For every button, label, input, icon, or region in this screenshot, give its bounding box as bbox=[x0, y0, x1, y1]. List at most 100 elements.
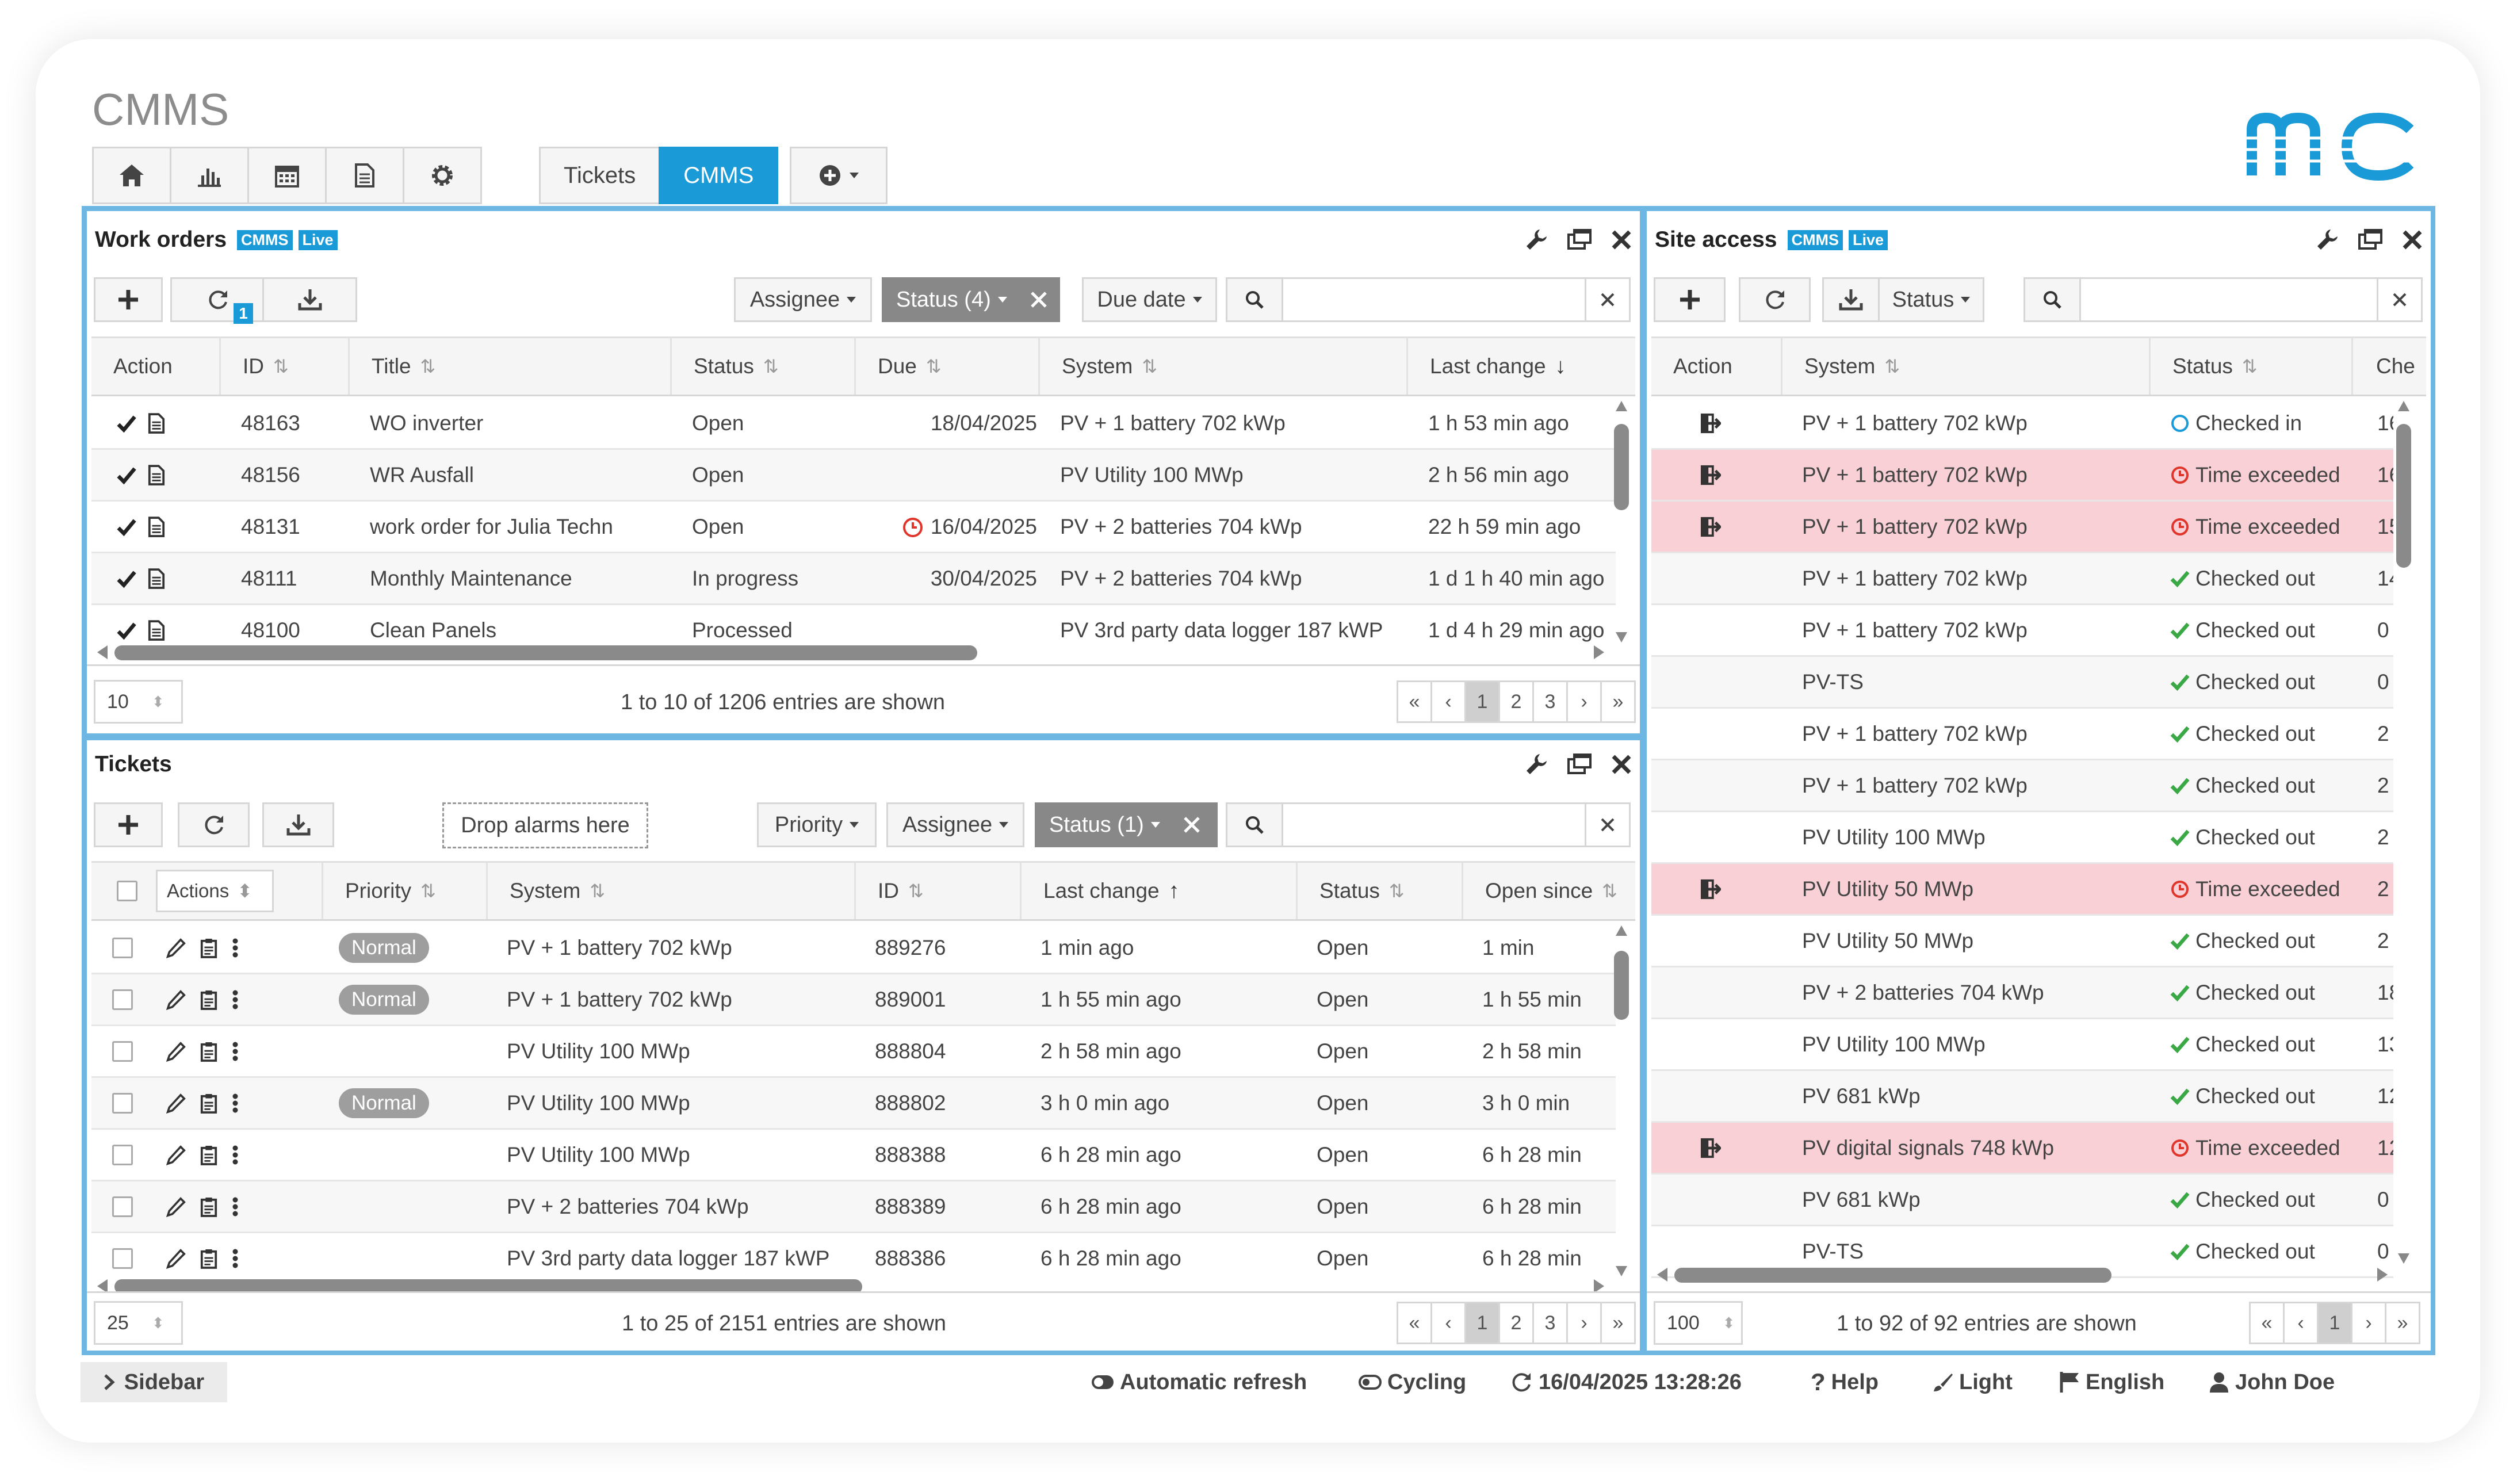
home-button[interactable] bbox=[92, 147, 171, 204]
table-row[interactable]: PV Utility 50 MWp Time exceeded 2 bbox=[1651, 864, 2393, 916]
table-row[interactable]: 48163 WO inverter Open 18/04/2025 PV + 1 bat… bbox=[91, 398, 1616, 450]
tab-tickets[interactable]: Tickets bbox=[539, 147, 661, 204]
clipboard-icon[interactable] bbox=[200, 1041, 218, 1062]
scroll-down-arrow[interactable] bbox=[1616, 1266, 1627, 1276]
status-filter[interactable]: Status bbox=[1878, 277, 1984, 322]
row-checkbox[interactable] bbox=[112, 1248, 133, 1269]
column-header[interactable]: Action bbox=[1673, 354, 1732, 378]
page-nav-button[interactable]: « bbox=[2249, 1302, 2285, 1344]
document-icon[interactable] bbox=[148, 516, 165, 538]
select-all-checkbox[interactable] bbox=[117, 881, 137, 901]
page-nav-button[interactable]: « bbox=[1397, 1302, 1432, 1344]
clipboard-icon[interactable] bbox=[200, 1248, 218, 1269]
row-checkbox[interactable] bbox=[112, 989, 133, 1010]
popout-icon[interactable] bbox=[1567, 229, 1592, 251]
table-row[interactable]: Normal PV + 1 battery 702 kWp 889276 1 min … bbox=[91, 923, 1616, 974]
scroll-up-arrow[interactable] bbox=[1616, 925, 1627, 936]
priority-filter[interactable]: Priority bbox=[757, 802, 877, 847]
export-button[interactable] bbox=[1822, 277, 1880, 322]
sidebar-toggle[interactable]: Sidebar bbox=[81, 1362, 227, 1402]
search-button[interactable] bbox=[2023, 277, 2081, 322]
page-button[interactable]: 1 bbox=[2317, 1302, 2352, 1344]
page-button[interactable]: 1 bbox=[1464, 1302, 1500, 1344]
table-row[interactable]: PV Utility 100 MWp 888804 2 h 58 min ago Op… bbox=[91, 1026, 1616, 1078]
clipboard-icon[interactable] bbox=[200, 989, 218, 1011]
tab-cmms[interactable]: CMMS bbox=[659, 147, 779, 204]
analytics-button[interactable] bbox=[170, 147, 249, 204]
user-menu[interactable]: John Doe bbox=[2209, 1362, 2335, 1402]
page-nav-button[interactable]: » bbox=[1600, 680, 1636, 723]
page-nav-button[interactable]: ‹ bbox=[2283, 1302, 2319, 1344]
document-icon[interactable] bbox=[148, 619, 165, 641]
vertical-scrollbar[interactable] bbox=[2396, 401, 2411, 1264]
table-row[interactable]: PV Utility 100 MWp 888388 6 h 28 min ago Op… bbox=[91, 1130, 1616, 1181]
column-header[interactable]: Che bbox=[2351, 338, 2426, 395]
more-icon[interactable] bbox=[232, 938, 239, 958]
drop-alarms-zone[interactable]: Drop alarms here bbox=[442, 802, 648, 848]
clear-search-button[interactable] bbox=[1585, 802, 1631, 847]
page-nav-button[interactable]: ‹ bbox=[1430, 1302, 1466, 1344]
edit-icon[interactable] bbox=[166, 1248, 186, 1269]
scroll-right-arrow[interactable] bbox=[2377, 1268, 2388, 1282]
clear-filter-icon[interactable] bbox=[1183, 816, 1200, 833]
table-row[interactable]: Normal PV Utility 100 MWp 888802 3 h 0 min … bbox=[91, 1078, 1616, 1130]
clipboard-icon[interactable] bbox=[200, 1196, 218, 1218]
document-icon[interactable] bbox=[148, 464, 165, 486]
clipboard-icon[interactable] bbox=[200, 937, 218, 959]
status-filter[interactable]: Status (4) bbox=[882, 277, 1060, 322]
checkmark-icon[interactable] bbox=[117, 569, 136, 588]
column-header[interactable]: System ⇅ bbox=[1781, 338, 2149, 395]
horizontal-scrollbar[interactable] bbox=[1657, 1267, 2388, 1284]
row-checkbox[interactable] bbox=[112, 1196, 133, 1217]
status-filter[interactable]: Status (1) bbox=[1035, 802, 1218, 847]
close-icon[interactable] bbox=[2402, 230, 2423, 250]
table-row[interactable]: PV + 1 battery 702 kWp Time exceeded 15 bbox=[1651, 502, 2393, 553]
table-row[interactable]: PV Utility 50 MWp Checked out 2 bbox=[1651, 916, 2393, 967]
page-button[interactable]: 3 bbox=[1532, 1302, 1568, 1344]
clear-search-button[interactable] bbox=[2377, 277, 2423, 322]
help-link[interactable]: ? Help bbox=[1811, 1368, 1879, 1395]
page-size-select[interactable]: 25 ⬍ bbox=[94, 1301, 183, 1345]
scroll-left-arrow[interactable] bbox=[97, 645, 108, 659]
column-header[interactable]: System ⇅ bbox=[1038, 338, 1406, 395]
checkout-icon[interactable] bbox=[1700, 464, 1721, 486]
table-row[interactable]: 48131 work order for Julia Techn Open 16/04… bbox=[91, 502, 1616, 553]
column-header[interactable]: Action bbox=[113, 354, 173, 378]
scroll-thumb[interactable] bbox=[1614, 424, 1629, 510]
table-row[interactable]: PV Utility 100 MWp Checked out 13 bbox=[1651, 1019, 2393, 1071]
more-icon[interactable] bbox=[232, 1041, 239, 1062]
more-icon[interactable] bbox=[232, 1248, 239, 1269]
row-checkbox[interactable] bbox=[112, 1144, 133, 1165]
table-row[interactable]: PV digital signals 748 kWp Time exceeded 1… bbox=[1651, 1123, 2393, 1175]
page-nav-button[interactable]: « bbox=[1397, 680, 1432, 723]
scroll-thumb[interactable] bbox=[114, 645, 977, 660]
page-button[interactable]: 1 bbox=[1464, 680, 1500, 723]
page-nav-button[interactable]: » bbox=[2385, 1302, 2420, 1344]
clipboard-icon[interactable] bbox=[200, 1092, 218, 1114]
wrench-icon[interactable] bbox=[1525, 753, 1548, 776]
vertical-scrollbar[interactable] bbox=[1614, 401, 1629, 642]
add-ticket-button[interactable] bbox=[94, 802, 163, 847]
table-row[interactable]: 48156 WR Ausfall Open PV Utility 100 MWp 2 h… bbox=[91, 450, 1616, 502]
scroll-left-arrow[interactable] bbox=[97, 1279, 108, 1293]
refresh-button[interactable] bbox=[1739, 277, 1811, 322]
checkmark-icon[interactable] bbox=[117, 517, 136, 537]
column-header[interactable]: Status ⇅ bbox=[2149, 338, 2351, 395]
due-date-filter[interactable]: Due date bbox=[1082, 277, 1217, 322]
table-row[interactable]: PV-TS Checked out 0 bbox=[1651, 657, 2393, 709]
language-select[interactable]: English bbox=[2059, 1362, 2164, 1402]
table-row[interactable]: PV + 1 battery 702 kWp Checked out 2 bbox=[1651, 709, 2393, 760]
page-nav-button[interactable]: » bbox=[1600, 1302, 1636, 1344]
close-icon[interactable] bbox=[1611, 754, 1632, 775]
table-row[interactable]: PV + 1 battery 702 kWp Time exceeded 16 bbox=[1651, 450, 2393, 502]
page-nav-button[interactable]: › bbox=[2351, 1302, 2386, 1344]
page-button[interactable]: 3 bbox=[1532, 680, 1568, 723]
row-checkbox[interactable] bbox=[112, 937, 133, 958]
clipboard-icon[interactable] bbox=[200, 1144, 218, 1166]
table-row[interactable]: PV + 1 battery 702 kWp Checked out 14 bbox=[1651, 553, 2393, 605]
scroll-down-arrow[interactable] bbox=[2398, 1253, 2409, 1264]
search-button[interactable] bbox=[1226, 277, 1283, 322]
checkmark-icon[interactable] bbox=[117, 465, 136, 485]
vertical-scrollbar[interactable] bbox=[1614, 925, 1629, 1276]
column-header[interactable]: Due ⇅ bbox=[854, 338, 1038, 395]
